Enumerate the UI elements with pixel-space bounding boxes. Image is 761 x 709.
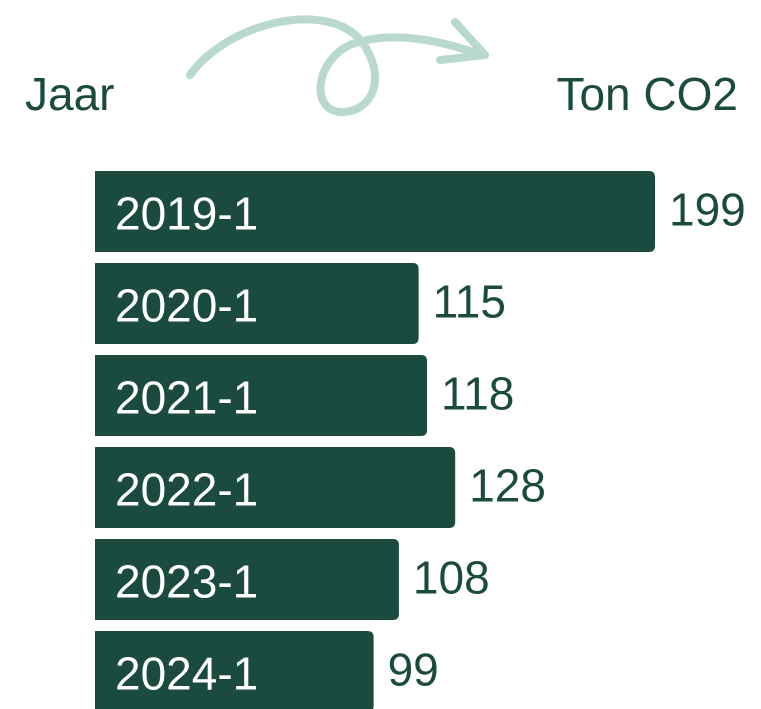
bar (95, 355, 428, 436)
category-label: 2021-1 (115, 372, 258, 424)
value-label: 115 (433, 276, 506, 328)
bar (95, 539, 399, 620)
value-label: 128 (469, 460, 546, 512)
bar (95, 171, 655, 252)
value-label: 99 (388, 644, 439, 696)
category-label: 2020-1 (115, 280, 258, 332)
arrow (186, 15, 486, 117)
x-axis-label: Ton CO2 (556, 68, 738, 120)
value-label: 199 (669, 184, 746, 236)
value-label: 118 (441, 368, 514, 420)
bar (95, 631, 374, 709)
bar (95, 447, 456, 528)
category-label: 2023-1 (115, 556, 258, 608)
arrow-head (436, 18, 489, 64)
category-label: 2022-1 (115, 464, 258, 516)
bar (95, 263, 419, 344)
category-label: 2019-1 (115, 188, 258, 240)
value-label: 108 (413, 552, 490, 604)
y-axis-label: Jaar (25, 68, 114, 120)
category-label: 2024-1 (115, 648, 258, 700)
